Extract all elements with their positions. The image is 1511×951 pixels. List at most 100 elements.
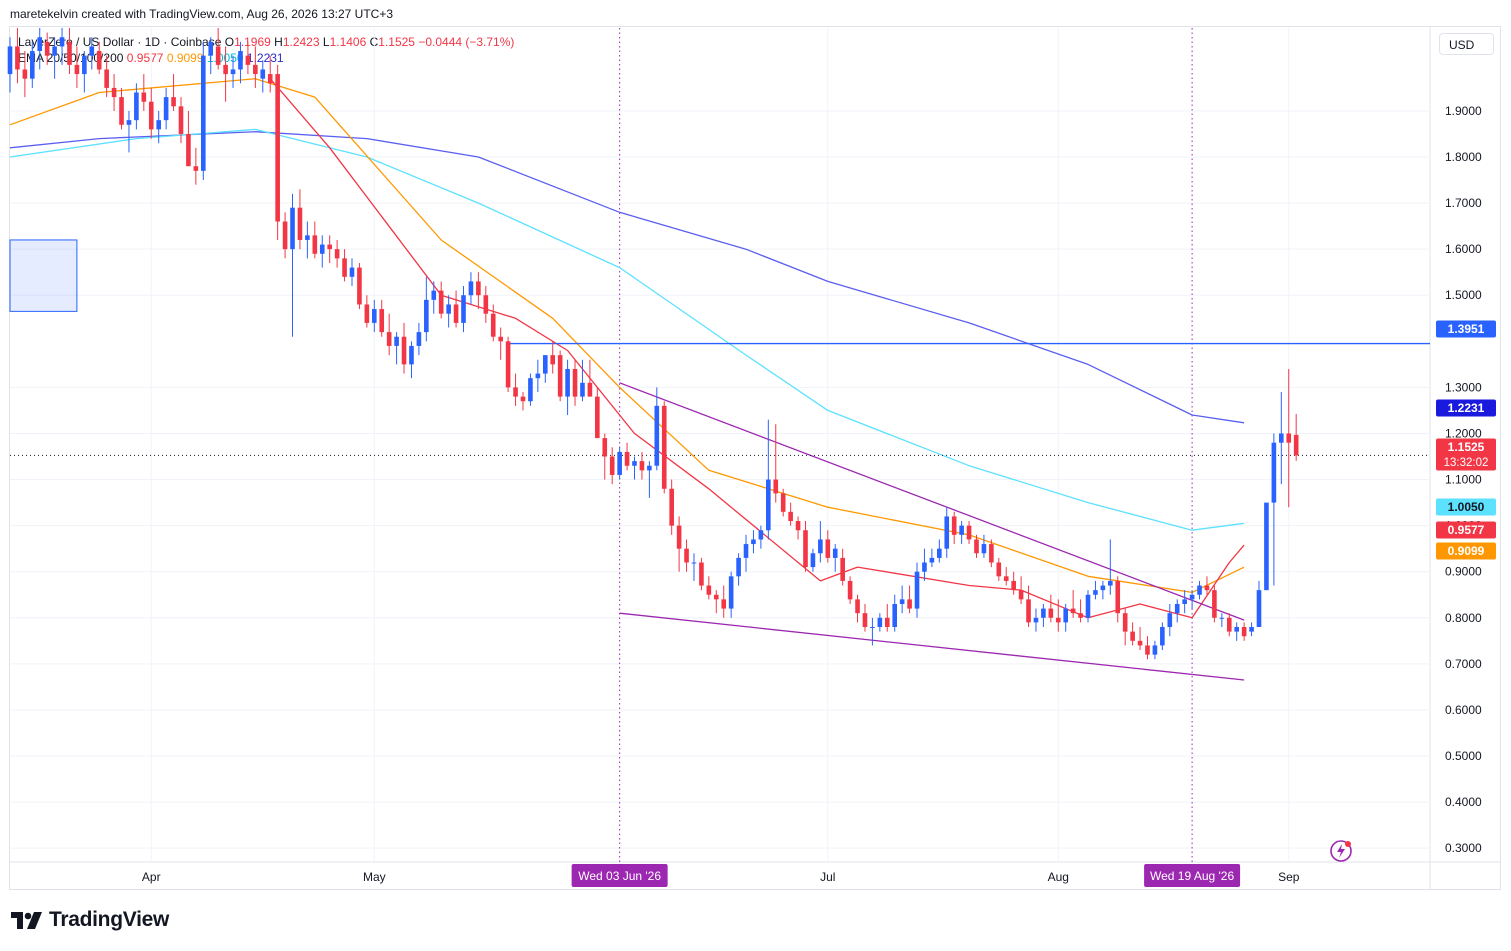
candle-body xyxy=(1286,433,1292,443)
open-value: 1.1969 xyxy=(234,35,271,49)
candle-body xyxy=(899,599,905,604)
price-label-ema20: 0.9577 xyxy=(1436,521,1496,539)
candle-body xyxy=(528,378,533,402)
candle-body xyxy=(282,221,288,250)
trendline-upper xyxy=(619,382,1245,621)
candle-body xyxy=(959,525,964,535)
candle-body xyxy=(602,438,608,457)
y-tick-label: 0.3000 xyxy=(1445,841,1482,855)
candle-body xyxy=(163,97,169,121)
candle-body xyxy=(691,562,697,564)
candle-body xyxy=(223,64,228,75)
candle-body xyxy=(37,37,43,52)
open-label: O xyxy=(224,35,235,49)
y-tick-label: 0.7000 xyxy=(1445,657,1482,671)
ohlc-line: LayerZero / US Dollar · 1D · Coinbase O1… xyxy=(18,35,514,49)
candle-body xyxy=(96,51,102,70)
candle-body xyxy=(29,51,35,79)
candle-body xyxy=(1018,590,1024,600)
candle-body xyxy=(736,557,741,577)
candle-body xyxy=(639,461,645,471)
candle-body xyxy=(1048,608,1054,618)
candle-body xyxy=(342,258,347,277)
candle-body xyxy=(1271,442,1277,503)
candle-body xyxy=(1100,585,1106,591)
candle-body xyxy=(632,461,637,466)
candle-body xyxy=(825,539,831,558)
candle-body xyxy=(788,511,793,522)
y-tick-label: 1.9000 xyxy=(1445,104,1482,118)
candle-body xyxy=(468,281,474,296)
price-label-bg xyxy=(1436,498,1496,516)
candle-body xyxy=(773,479,779,494)
x-tick-label: May xyxy=(363,870,386,884)
candle-body xyxy=(1241,627,1247,637)
candle-body xyxy=(676,525,682,549)
flash-icon[interactable] xyxy=(1329,839,1353,863)
candle-body xyxy=(914,571,920,609)
candle-body xyxy=(1197,585,1202,595)
candle-body xyxy=(974,539,979,554)
candle-body xyxy=(483,295,489,314)
ema-50-line xyxy=(9,78,1245,594)
candle-body xyxy=(230,69,236,75)
candle-body xyxy=(572,368,578,397)
candle-body xyxy=(275,74,280,222)
candle-body xyxy=(1249,627,1254,632)
candle-body xyxy=(215,46,221,65)
candle-body xyxy=(156,120,161,130)
candle-body xyxy=(513,387,518,397)
currency-selector[interactable]: USD xyxy=(1439,33,1494,55)
candle-body xyxy=(141,92,147,102)
candle-body xyxy=(684,548,689,563)
candle-body xyxy=(1011,580,1016,591)
ema50-value: 0.9099 xyxy=(166,51,204,65)
candle-body xyxy=(394,336,399,346)
candle-body xyxy=(364,304,370,323)
candle-body xyxy=(498,336,503,342)
candle-body xyxy=(1137,640,1143,646)
candle-body xyxy=(1093,590,1098,595)
trendline-lower xyxy=(619,612,1245,681)
candle-body xyxy=(59,37,65,47)
candle-body xyxy=(699,562,704,586)
candle-body xyxy=(751,539,756,545)
candle-body xyxy=(1108,580,1113,586)
candle-body xyxy=(892,603,898,628)
candle-body xyxy=(1033,617,1039,623)
candle-body xyxy=(379,309,385,333)
candle-body xyxy=(989,544,994,563)
candle-body xyxy=(453,304,459,323)
candle-body xyxy=(587,382,593,397)
x-tick-label: Apr xyxy=(142,870,161,884)
candle-body xyxy=(15,46,20,70)
candle-body xyxy=(565,368,570,397)
candle-body xyxy=(877,617,883,628)
price-label-hline: 1.3951 xyxy=(1436,320,1496,338)
candle-body xyxy=(208,41,214,56)
candle-body xyxy=(1063,608,1069,623)
zone-box xyxy=(9,239,78,312)
candle-body xyxy=(624,451,630,466)
candle-body xyxy=(1070,608,1076,614)
candle-body xyxy=(238,51,243,70)
candle-body xyxy=(171,97,176,107)
price-label-value: 1.1525 xyxy=(1448,440,1485,454)
candle-body xyxy=(862,613,868,628)
y-tick-label: 0.6000 xyxy=(1445,703,1482,717)
candle-body xyxy=(766,479,771,531)
candle-body xyxy=(966,525,972,540)
candle-body xyxy=(1189,594,1195,600)
author-line: maretekelvin created with TradingView.co… xyxy=(10,7,393,21)
candle-body xyxy=(44,41,50,56)
y-axis: 1.9000 1.8000 1.7000 1.6000 1.5000 1.3000 1.20… xyxy=(10,104,1482,855)
y-tick-label: 1.8000 xyxy=(1445,150,1482,164)
candle-body xyxy=(669,488,674,526)
candle-body xyxy=(357,267,362,305)
candle-body xyxy=(1264,502,1269,591)
candle-body xyxy=(7,46,13,75)
ema20-value: 0.9577 xyxy=(126,51,164,65)
candle-body xyxy=(855,599,860,614)
candle-body xyxy=(654,405,660,466)
